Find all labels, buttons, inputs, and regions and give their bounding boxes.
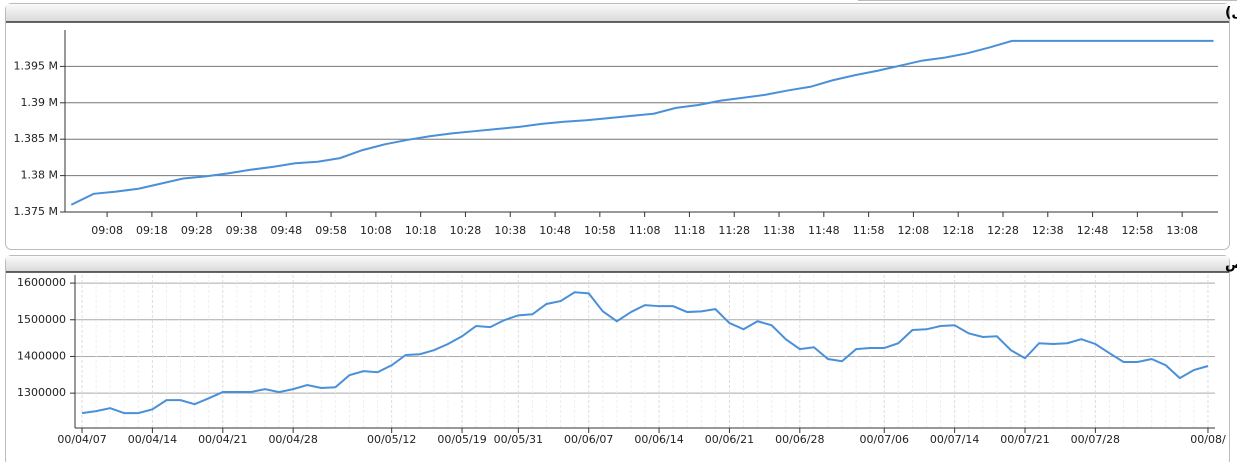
x-tick-label: 12:48 (1077, 224, 1109, 237)
y-tick-label: 1600000 (17, 276, 66, 289)
y-tick-label: 1.38 M (21, 169, 58, 182)
y-tick-label: 1500000 (17, 313, 66, 326)
x-tick-label: 00/06/07 (564, 433, 613, 446)
x-tick-label: 11:58 (853, 224, 885, 237)
x-tick-label: 11:48 (808, 224, 840, 237)
x-tick-label: 12:58 (1122, 224, 1154, 237)
y-tick-label: 1.385 M (14, 132, 58, 145)
x-tick-label: 11:28 (718, 224, 750, 237)
panel-title: نمودار شاخص (1225, 256, 1237, 272)
x-tick-label: 13:08 (1166, 224, 1198, 237)
y-tick-label: 1300000 (17, 386, 66, 399)
x-tick-label: 09:38 (226, 224, 258, 237)
x-tick-label: 12:38 (1032, 224, 1064, 237)
x-tick-label: 00/04/21 (198, 433, 247, 446)
x-tick-label: 10:28 (450, 224, 482, 237)
x-tick-label: 09:58 (315, 224, 347, 237)
x-tick-label: 10:08 (360, 224, 392, 237)
x-tick-label: 00/05/12 (367, 433, 416, 446)
panel-header (6, 256, 1229, 272)
x-tick-label: 09:48 (270, 224, 302, 237)
x-tick-label: 11:08 (629, 224, 661, 237)
x-tick-label: 00/05/19 (437, 433, 486, 446)
x-tick-label: 00/06/21 (705, 433, 754, 446)
y-tick-label: 1400000 (17, 349, 66, 362)
x-tick-label: 12:18 (942, 224, 974, 237)
panel-header (6, 4, 1229, 22)
y-tick-label: 1.39 M (21, 96, 58, 109)
x-tick-label: 09:28 (181, 224, 213, 237)
y-tick-label: 1.375 M (14, 205, 58, 218)
x-tick-label: 00/04/14 (128, 433, 177, 446)
x-tick-label: 10:38 (494, 224, 526, 237)
line (81, 291, 1209, 415)
x-tick-label: 00/07/06 (860, 433, 909, 446)
x-tick-label: 09:18 (136, 224, 168, 237)
y-tick-label: 1.395 M (14, 59, 58, 72)
x-tick-label: 11:18 (674, 224, 706, 237)
panel (5, 255, 1230, 462)
x-tick-label: 10:58 (584, 224, 616, 237)
x-tick-label: 00/04/28 (268, 433, 317, 446)
x-tick-label: 10:18 (405, 224, 437, 237)
x-tick-label: 00/05/31 (494, 433, 543, 446)
panel-title: شاخص کل (آخرین روز معاملاتی) (1225, 3, 1237, 21)
x-tick-label: 12:28 (987, 224, 1019, 237)
x-tick-label: 00/07/14 (930, 433, 979, 446)
x-tick-label: 00/04/07 (57, 433, 106, 446)
panel (5, 3, 1230, 250)
x-tick-label: 00/08/ (1190, 433, 1226, 446)
x-tick-label: 00/07/21 (1000, 433, 1049, 446)
x-tick-label: 11:38 (763, 224, 795, 237)
x-tick-label: 09:08 (91, 224, 123, 237)
x-tick-label: 00/06/28 (775, 433, 824, 446)
line (70, 39, 1214, 206)
x-tick-label: 10:48 (539, 224, 571, 237)
x-tick-label: 00/07/28 (1071, 433, 1120, 446)
x-tick-label: 12:08 (898, 224, 930, 237)
x-tick-label: 00/06/14 (634, 433, 683, 446)
